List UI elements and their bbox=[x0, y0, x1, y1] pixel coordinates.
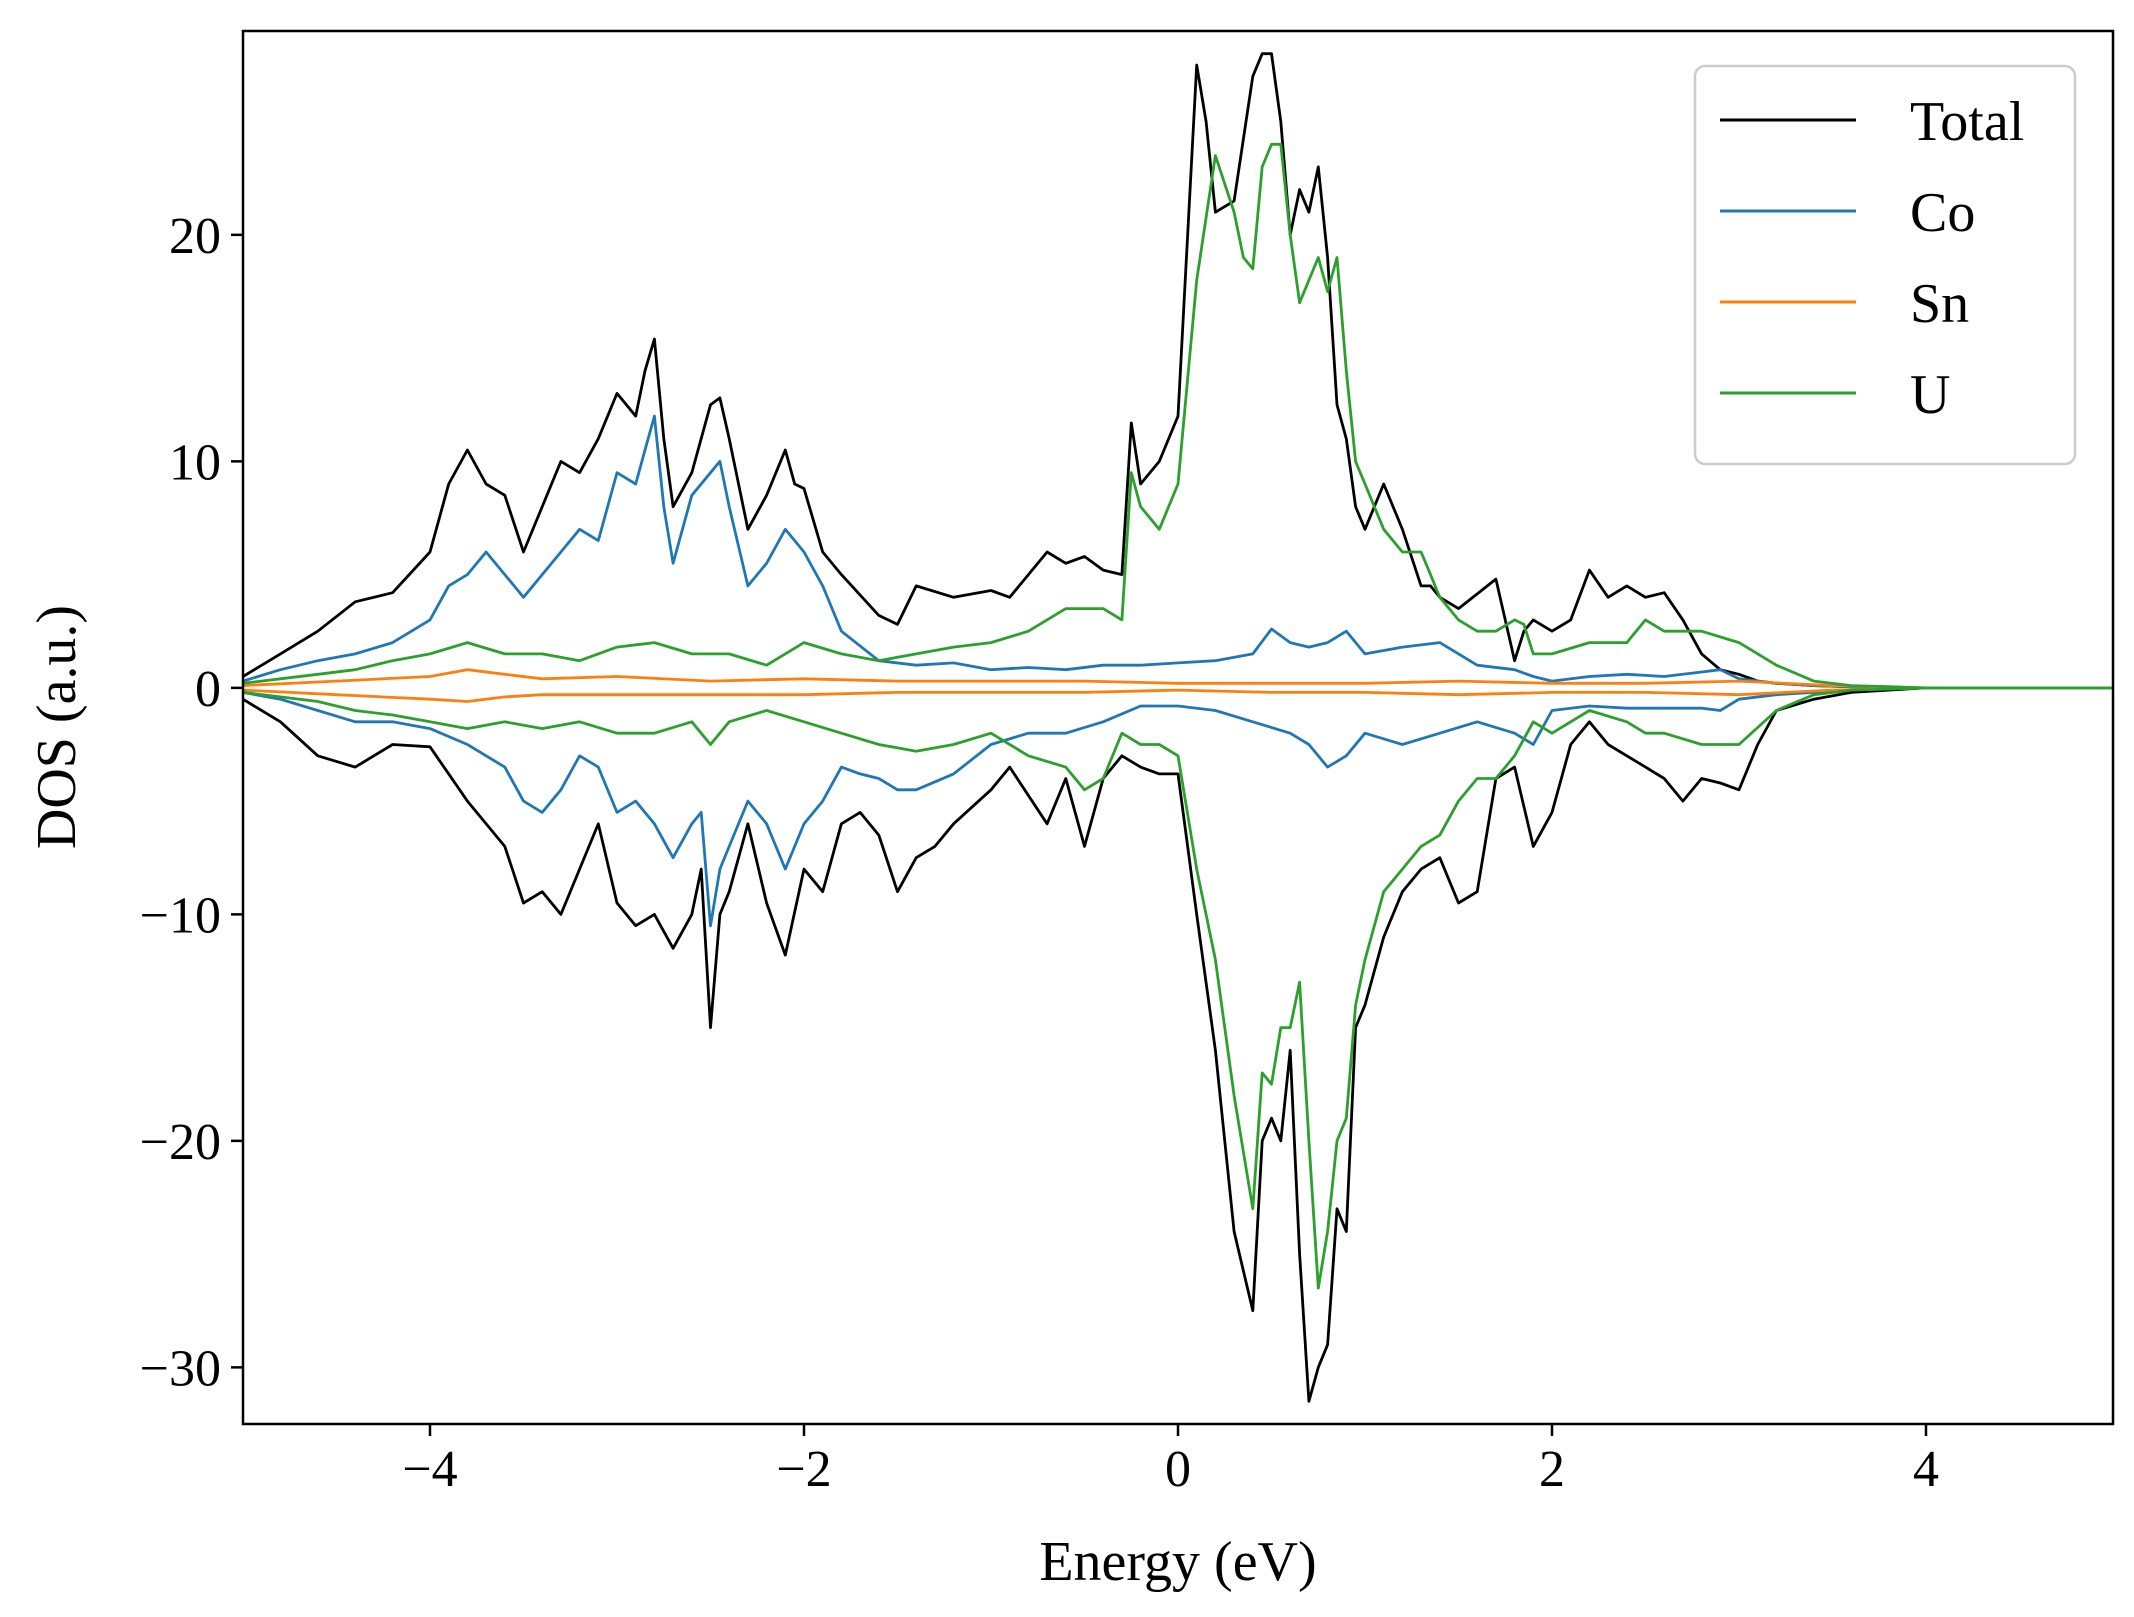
series-total-spin-down bbox=[243, 686, 2113, 1403]
y-tick-label: 0 bbox=[195, 661, 221, 718]
legend-label-co: Co bbox=[1910, 182, 1975, 244]
series-u-spin-down bbox=[243, 686, 2113, 1290]
series-co-spin-down bbox=[243, 686, 2113, 928]
y-tick-label: −10 bbox=[140, 887, 221, 944]
series-sn-spin-up bbox=[243, 668, 2113, 690]
x-tick-label: −4 bbox=[402, 1441, 457, 1498]
x-tick-label: 2 bbox=[1539, 1441, 1565, 1498]
x-axis: −4 −2 0 2 4 bbox=[402, 1424, 1939, 1498]
y-tick-label: −20 bbox=[140, 1114, 221, 1171]
y-tick-label: 20 bbox=[169, 208, 221, 265]
legend: Total Co Sn U bbox=[1693, 64, 2077, 466]
y-tick-label: 10 bbox=[169, 434, 221, 491]
x-axis-label: Energy (eV) bbox=[1039, 1531, 1316, 1593]
legend-box bbox=[1693, 64, 2077, 466]
series-total-spin-up bbox=[243, 52, 2113, 690]
y-axis: −30 −20 −10 0 10 20 bbox=[140, 208, 243, 1397]
x-tick-label: 4 bbox=[1913, 1441, 1939, 1498]
series-layer bbox=[243, 52, 2113, 1403]
x-tick-label: 0 bbox=[1165, 1441, 1191, 1498]
legend-label-total: Total bbox=[1910, 91, 2024, 153]
series-u-spin-up bbox=[243, 142, 2113, 690]
series-co-spin-up bbox=[243, 414, 2113, 690]
y-axis-label: DOS (a.u.) bbox=[26, 605, 88, 849]
legend-label-sn: Sn bbox=[1910, 273, 1969, 335]
y-tick-label: −30 bbox=[140, 1340, 221, 1397]
legend-label-u: U bbox=[1910, 364, 1950, 426]
x-tick-label: −2 bbox=[776, 1441, 831, 1498]
series-sn-spin-down bbox=[243, 686, 2113, 703]
